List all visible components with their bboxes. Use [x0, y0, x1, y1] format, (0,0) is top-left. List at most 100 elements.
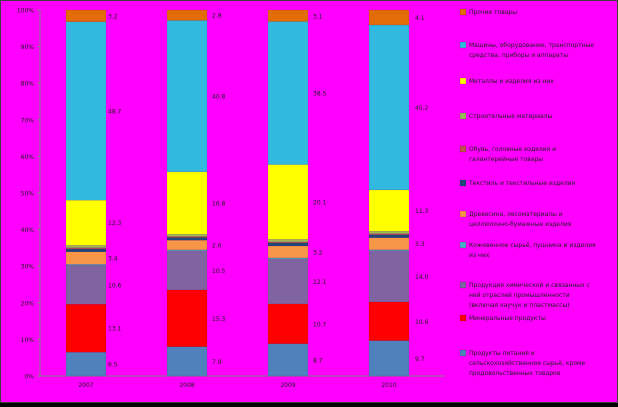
legend-label-line: целлюлозно-бумажные изделия [469, 221, 572, 228]
legend-label: Машины, оборудование, транспортные средст… [469, 42, 594, 59]
data-label: 3.2 [313, 249, 323, 256]
data-label: 11.3 [415, 208, 429, 215]
x-tick-label: 2007 [78, 382, 93, 389]
data-label: 10.7 [313, 321, 327, 328]
bar-segment [368, 340, 410, 377]
data-label: 4.1 [415, 15, 425, 22]
y-tick-label: 30% [21, 264, 35, 271]
y-tick-label: 90% [21, 44, 35, 51]
legend-label-line: Прочие товары [469, 9, 517, 16]
bar-segment [368, 189, 410, 232]
bar-segment [368, 234, 410, 238]
data-label: 38.5 [313, 91, 327, 98]
legend-label-line: Обувь, головные изделия и [469, 146, 556, 153]
legend-swatch [459, 8, 467, 16]
legend-label: Обувь, головные изделия и галантерейные т… [469, 146, 556, 163]
data-label: 15.3 [212, 316, 226, 323]
data-label: 10.6 [415, 319, 429, 326]
y-tick-label: 70% [21, 117, 35, 124]
bar-segment [267, 258, 309, 305]
legend-label: Древесина, лесоматериалы и целлюлозно-бум… [469, 211, 572, 228]
data-label: 45.2 [415, 105, 429, 112]
data-label: 12.3 [108, 220, 122, 227]
data-label: 14.0 [415, 274, 429, 281]
bar-segment [368, 250, 410, 303]
legend-label-line: Минеральные продукты [469, 315, 546, 322]
legend-swatch [459, 241, 467, 249]
data-label: 2.6 [212, 242, 222, 249]
data-label: 16.8 [212, 201, 226, 208]
bar-segment [267, 343, 309, 377]
data-label: 6.5 [108, 362, 118, 369]
data-label: 2.8 [212, 13, 222, 20]
bar-segment [65, 251, 107, 265]
legend-label-line: сельскохозяйственное сырьё, кроме [469, 360, 586, 367]
legend-label-line: Металлы и изделия из них [469, 78, 554, 85]
bar-segment [166, 249, 208, 252]
bar-segment [65, 351, 107, 377]
bar-segment [267, 21, 309, 165]
legend-label: Продукты питания и сельскохозяйственное с… [469, 350, 586, 377]
legend-swatch [459, 349, 467, 357]
bar-segment [267, 303, 309, 344]
legend-label-line: средства, приборы и аппараты [469, 52, 568, 59]
bar-segment [368, 24, 410, 191]
data-label: 3.1 [313, 13, 323, 20]
bar-segment [65, 303, 107, 353]
bar-segment [166, 9, 208, 21]
y-tick-label: 80% [21, 81, 35, 88]
legend-swatch [459, 77, 467, 85]
bar-segment [166, 171, 208, 235]
data-label: 12.1 [313, 279, 327, 286]
bar-segment [267, 245, 309, 259]
data-label: 3.4 [108, 256, 118, 263]
bar-segment [267, 164, 309, 240]
data-label: 8.7 [313, 357, 323, 364]
data-label: 10.6 [108, 282, 122, 289]
bar-segment [65, 265, 107, 305]
y-tick-label: 50% [21, 191, 35, 198]
legend-label-line: Кожевенное сырьё, пушнина и изделия [469, 242, 596, 249]
bar-segment [166, 289, 208, 347]
bar-segment [368, 301, 410, 341]
legend-label: Кожевенное сырьё, пушнина и изделия из ни… [469, 242, 596, 259]
bar-segment [166, 237, 208, 241]
y-tick-label: 40% [21, 227, 35, 234]
legend-label-line: (включая каучук и пластмассы) [469, 302, 570, 309]
bar-segment [166, 20, 208, 173]
legend-label-line: Продукты питания и [469, 350, 535, 357]
legend-swatch [459, 179, 467, 187]
data-label: 7.9 [212, 359, 222, 366]
y-tick-label: 20% [21, 300, 35, 307]
bar-segment [166, 346, 208, 377]
legend-label-line: из них [469, 252, 490, 259]
legend-swatch [459, 314, 467, 322]
bar-segment [166, 233, 208, 237]
data-label: 10.5 [212, 268, 226, 275]
legend-label: Металлы и изделия из них [469, 78, 554, 85]
legend-label: Текстиль и текстильные изделия [468, 180, 576, 187]
legend-label-line: ней отраслей промышленности [469, 292, 570, 299]
data-label: 40.8 [212, 94, 226, 101]
legend-swatch [459, 281, 467, 289]
data-label: 3.3 [415, 241, 425, 248]
data-label: 48.7 [108, 108, 122, 115]
legend-label-line: Продукция химической и связанных с [469, 282, 590, 289]
x-tick-label: 2008 [179, 382, 194, 389]
legend-swatch [459, 41, 467, 49]
legend-label: Продукция химической и связанных с ней от… [469, 282, 590, 309]
legend-label-line: Древесина, лесоматериалы и [469, 211, 563, 218]
y-tick-label: 100% [17, 8, 34, 15]
legend-label-line: Строительные материалы [469, 113, 552, 120]
legend-label: Строительные материалы [469, 113, 552, 120]
bar-segment [65, 248, 107, 253]
bar-segment [267, 242, 309, 247]
bar-segment [65, 9, 107, 22]
legend-label-line: Машины, оборудование, транспортные [469, 42, 594, 49]
legend-swatch [459, 210, 467, 218]
legend-label-line: галантерейные товары [469, 156, 543, 163]
bar-segment [368, 237, 410, 250]
legend-label: Прочие товары [469, 9, 517, 16]
legend-label-line: Текстиль и текстильные изделия [468, 180, 576, 187]
